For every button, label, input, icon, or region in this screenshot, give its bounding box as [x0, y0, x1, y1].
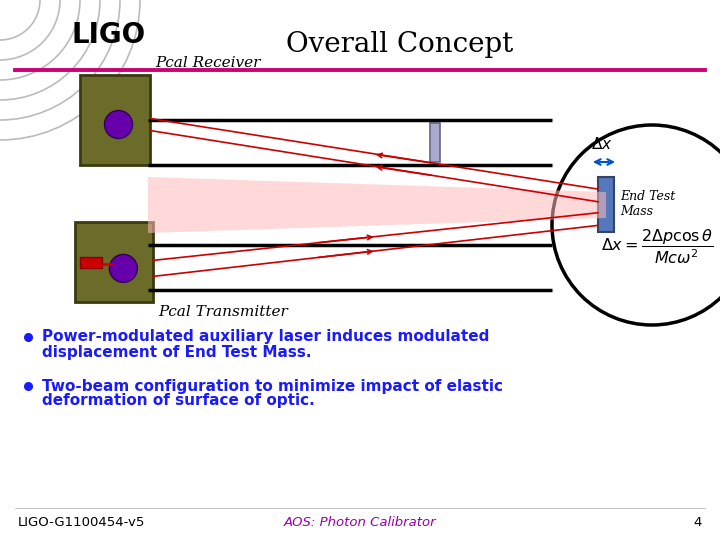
Text: AOS: Photon Calibrator: AOS: Photon Calibrator	[284, 516, 436, 529]
Text: Pcal Transmitter: Pcal Transmitter	[158, 305, 288, 319]
Bar	[80, 75, 150, 165]
Text: 4: 4	[693, 516, 702, 529]
Text: Power-modulated auxiliary laser induces modulated: Power-modulated auxiliary laser induces …	[42, 329, 490, 345]
Bar	[430, 123, 440, 162]
Bar	[80, 258, 102, 268]
Text: LIGO: LIGO	[72, 21, 146, 49]
Text: $\Delta x = \dfrac{2\Delta p\cos\theta}{Mc\omega^2}$: $\Delta x = \dfrac{2\Delta p\cos\theta}{…	[600, 228, 714, 266]
Text: $\Delta x$: $\Delta x$	[591, 136, 613, 152]
Text: Pcal Receiver: Pcal Receiver	[155, 56, 261, 70]
Bar	[75, 222, 153, 302]
Text: Mass: Mass	[620, 205, 653, 218]
Text: displacement of End Test Mass.: displacement of End Test Mass.	[42, 345, 312, 360]
Circle shape	[109, 254, 138, 282]
Circle shape	[552, 125, 720, 325]
Circle shape	[104, 111, 132, 138]
Bar	[598, 177, 614, 232]
Polygon shape	[148, 177, 606, 233]
Text: deformation of surface of optic.: deformation of surface of optic.	[42, 394, 315, 408]
Text: Two-beam configuration to minimize impact of elastic: Two-beam configuration to minimize impac…	[42, 379, 503, 394]
Text: Overall Concept: Overall Concept	[287, 31, 513, 58]
Text: End Test: End Test	[620, 190, 675, 202]
Text: LIGO-G1100454-v5: LIGO-G1100454-v5	[18, 516, 145, 529]
